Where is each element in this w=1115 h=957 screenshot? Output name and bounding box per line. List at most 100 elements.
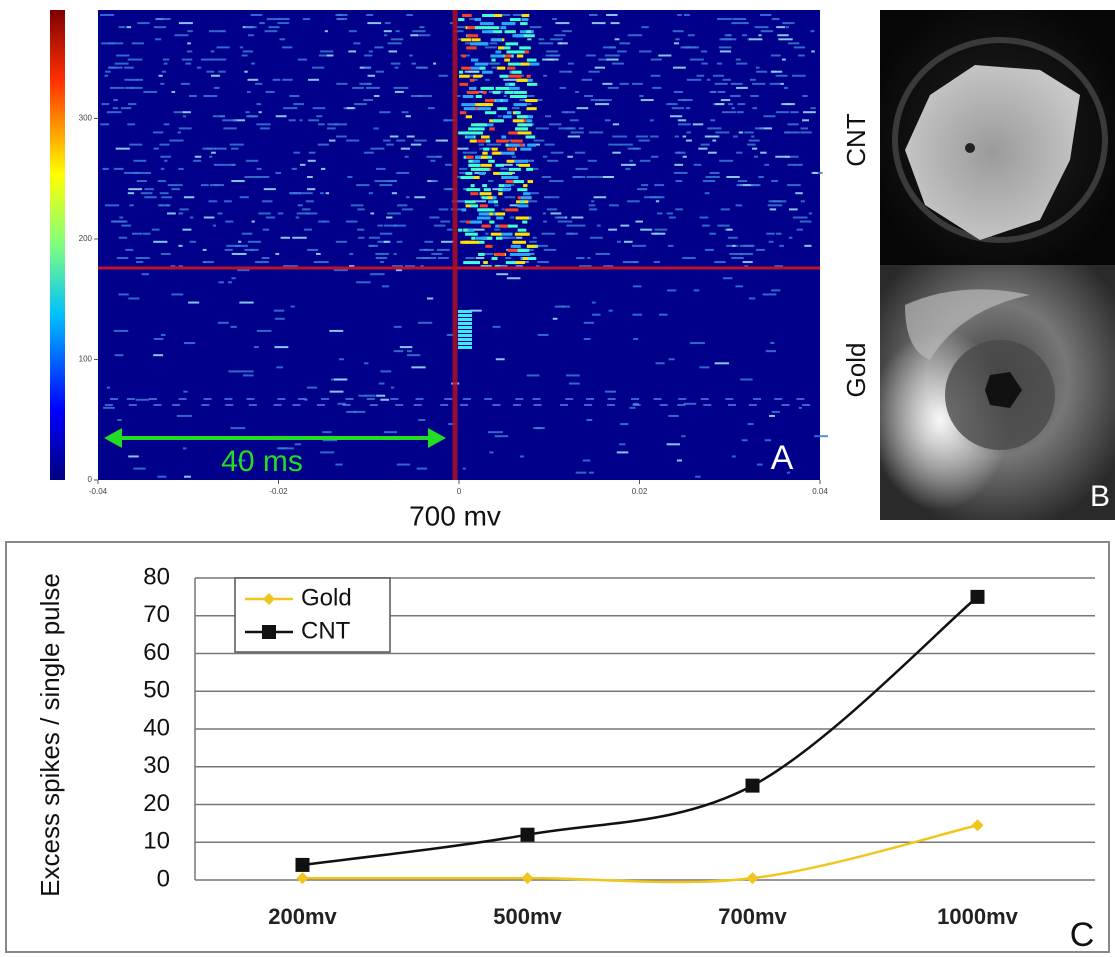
spike xyxy=(346,107,355,110)
spike xyxy=(495,86,509,90)
spike xyxy=(118,26,126,29)
spike xyxy=(306,386,318,389)
spike xyxy=(124,66,134,69)
spike xyxy=(506,50,511,54)
spike xyxy=(100,14,115,16)
spike xyxy=(735,58,741,61)
spike xyxy=(443,119,457,122)
spike xyxy=(239,196,249,199)
spike xyxy=(502,115,512,119)
spike xyxy=(250,14,263,16)
y-tick-label: 0 xyxy=(88,475,93,484)
spike xyxy=(796,398,805,400)
spike xyxy=(760,14,772,16)
spike xyxy=(770,54,781,57)
spike xyxy=(639,95,644,97)
spike xyxy=(542,58,554,61)
spike xyxy=(225,404,234,406)
spike xyxy=(153,26,167,29)
spike xyxy=(365,394,376,397)
spike xyxy=(498,188,506,192)
spike xyxy=(388,50,398,53)
spike xyxy=(657,212,663,215)
legend-marker xyxy=(262,625,276,639)
spike xyxy=(627,34,643,37)
spike xyxy=(256,123,271,126)
spike xyxy=(738,131,744,134)
spike xyxy=(575,471,587,474)
spike xyxy=(383,431,398,434)
spike xyxy=(778,38,793,41)
spike xyxy=(653,261,660,264)
spike xyxy=(322,439,338,442)
spike xyxy=(100,123,110,126)
spike xyxy=(603,176,615,178)
spike xyxy=(712,74,724,77)
spike xyxy=(482,90,487,94)
spike xyxy=(800,131,812,134)
spike xyxy=(717,90,726,93)
spike xyxy=(181,58,193,61)
spike xyxy=(318,220,325,223)
spike xyxy=(677,404,686,406)
spike xyxy=(505,180,514,184)
spike xyxy=(776,26,786,29)
spike xyxy=(549,123,562,126)
spike xyxy=(576,107,589,110)
spike xyxy=(786,131,800,134)
spike xyxy=(736,151,743,154)
spike xyxy=(485,111,497,115)
spike xyxy=(722,111,737,114)
spike xyxy=(463,261,476,265)
spike xyxy=(458,334,472,337)
spike xyxy=(241,54,248,57)
spike xyxy=(650,58,662,61)
spike xyxy=(172,404,181,406)
spike xyxy=(472,131,483,135)
spike xyxy=(474,18,482,22)
spike xyxy=(666,212,673,215)
spike xyxy=(419,26,425,29)
spike xyxy=(316,404,325,406)
spike xyxy=(719,159,734,162)
spike xyxy=(225,220,234,223)
spike xyxy=(520,147,532,151)
spike xyxy=(133,467,146,470)
spike xyxy=(358,236,365,239)
spike xyxy=(472,200,487,203)
y-tick-label: 20 xyxy=(143,790,170,817)
spike xyxy=(324,30,328,33)
spike xyxy=(449,22,453,25)
spike xyxy=(203,216,215,219)
image-spot xyxy=(965,143,975,153)
spike xyxy=(326,54,334,57)
spike xyxy=(426,297,434,300)
spike xyxy=(488,208,495,212)
spike xyxy=(375,70,385,73)
spike xyxy=(699,216,709,219)
spike xyxy=(595,103,610,106)
spike xyxy=(465,115,473,119)
spike xyxy=(416,257,430,259)
spike xyxy=(116,257,129,259)
spike xyxy=(405,115,411,118)
spike xyxy=(482,14,496,17)
spike xyxy=(266,216,276,219)
spike xyxy=(524,34,535,38)
spike xyxy=(304,398,308,401)
spike xyxy=(575,167,588,170)
spike xyxy=(505,257,512,259)
spike xyxy=(621,163,636,166)
spike xyxy=(533,404,542,406)
spike xyxy=(632,285,642,288)
spike xyxy=(393,325,402,328)
spike xyxy=(544,115,552,118)
spike xyxy=(683,14,690,16)
spike xyxy=(748,297,756,300)
spike xyxy=(200,58,214,61)
spike xyxy=(211,151,216,154)
spike xyxy=(604,119,611,122)
spike xyxy=(494,228,501,231)
spike xyxy=(489,42,498,45)
spike xyxy=(106,111,122,114)
